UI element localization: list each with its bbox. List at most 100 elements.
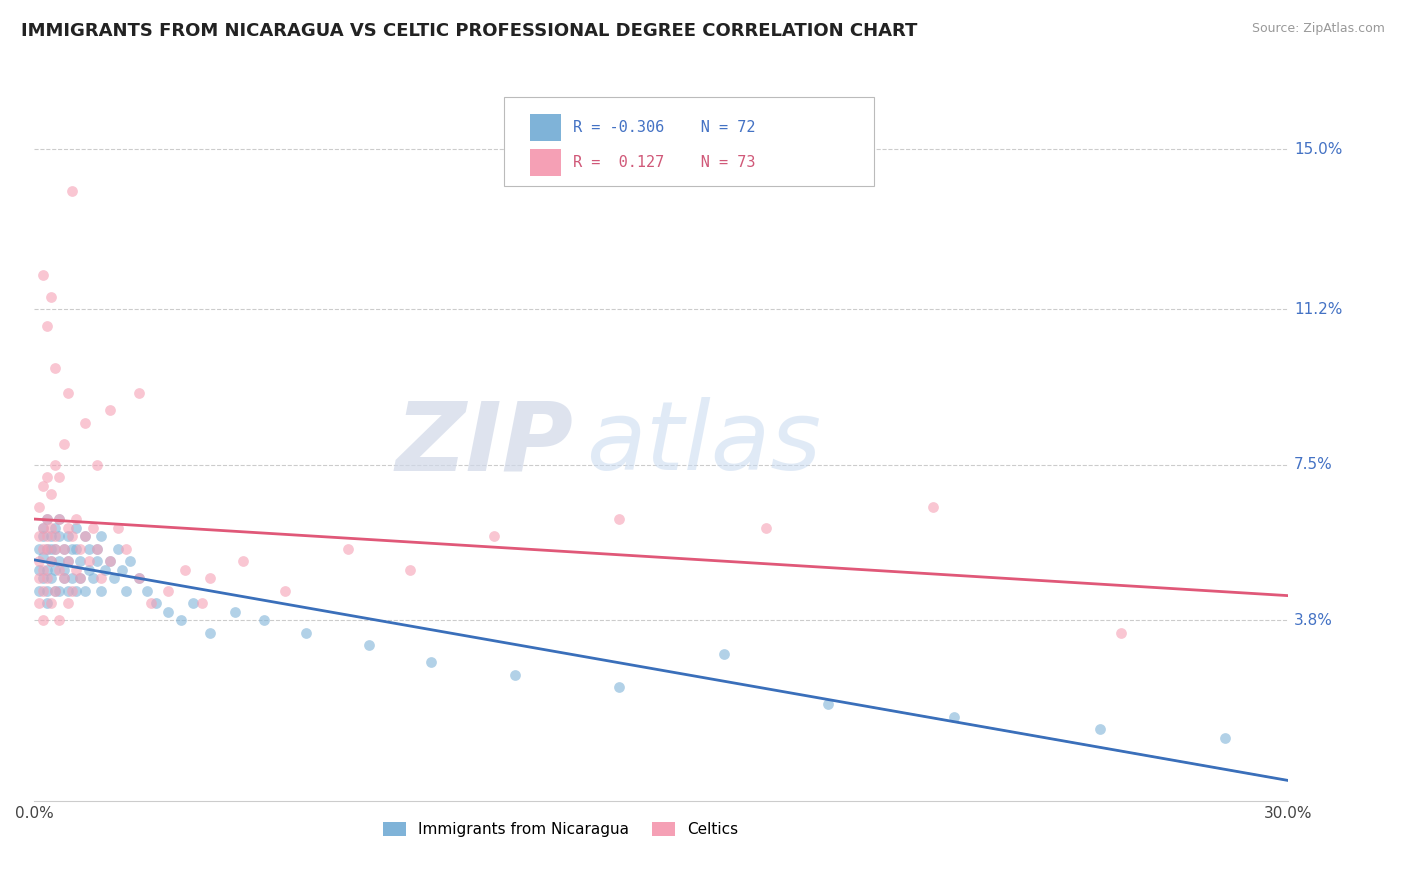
Point bbox=[27, 500, 49, 514]
Point bbox=[35, 541, 58, 556]
Point bbox=[60, 185, 83, 199]
Text: 3.8%: 3.8% bbox=[1295, 613, 1333, 628]
Point bbox=[115, 541, 138, 556]
Point bbox=[295, 625, 318, 640]
Point bbox=[77, 554, 100, 568]
Point bbox=[482, 529, 505, 543]
Point bbox=[713, 647, 735, 661]
Point bbox=[65, 521, 87, 535]
Point bbox=[52, 541, 75, 556]
Point bbox=[48, 583, 70, 598]
Point bbox=[94, 563, 117, 577]
Legend: Immigrants from Nicaragua, Celtics: Immigrants from Nicaragua, Celtics bbox=[377, 816, 745, 843]
Point bbox=[357, 639, 380, 653]
Point bbox=[39, 529, 62, 543]
Point bbox=[274, 583, 297, 598]
Point bbox=[31, 613, 53, 627]
Point bbox=[27, 541, 49, 556]
Point bbox=[31, 521, 53, 535]
Point bbox=[98, 554, 121, 568]
Point bbox=[128, 571, 150, 585]
Point bbox=[86, 554, 108, 568]
Point bbox=[336, 541, 359, 556]
Point bbox=[181, 596, 204, 610]
Point bbox=[1213, 731, 1236, 745]
Point bbox=[86, 541, 108, 556]
Point bbox=[56, 554, 79, 568]
Point bbox=[136, 583, 159, 598]
Point bbox=[755, 521, 778, 535]
Point bbox=[198, 625, 221, 640]
Point bbox=[35, 318, 58, 333]
Point bbox=[198, 571, 221, 585]
Point bbox=[27, 529, 49, 543]
Point bbox=[44, 529, 66, 543]
Point bbox=[60, 571, 83, 585]
Point bbox=[56, 529, 79, 543]
Point bbox=[817, 697, 839, 711]
Point bbox=[86, 541, 108, 556]
Point bbox=[157, 583, 180, 598]
Point bbox=[60, 583, 83, 598]
Point bbox=[31, 478, 53, 492]
Point bbox=[65, 541, 87, 556]
Point bbox=[921, 500, 943, 514]
Point bbox=[82, 571, 104, 585]
Point bbox=[420, 655, 443, 669]
Bar bbox=[530, 114, 561, 141]
Point bbox=[31, 268, 53, 283]
Point bbox=[82, 521, 104, 535]
Point bbox=[48, 512, 70, 526]
Point bbox=[52, 571, 75, 585]
Point bbox=[39, 571, 62, 585]
Point bbox=[60, 529, 83, 543]
Point bbox=[107, 541, 129, 556]
Point bbox=[77, 541, 100, 556]
Point bbox=[35, 470, 58, 484]
Text: 11.2%: 11.2% bbox=[1295, 301, 1343, 317]
Point bbox=[48, 470, 70, 484]
Point bbox=[90, 583, 112, 598]
Text: ZIP: ZIP bbox=[395, 397, 574, 490]
Point bbox=[73, 416, 96, 430]
Point bbox=[31, 521, 53, 535]
Point bbox=[35, 571, 58, 585]
Point bbox=[48, 512, 70, 526]
Point bbox=[27, 596, 49, 610]
Text: Source: ZipAtlas.com: Source: ZipAtlas.com bbox=[1251, 22, 1385, 36]
Point bbox=[169, 613, 191, 627]
Point bbox=[65, 583, 87, 598]
Point bbox=[232, 554, 254, 568]
Point bbox=[35, 583, 58, 598]
Point bbox=[609, 512, 631, 526]
Text: atlas: atlas bbox=[586, 397, 821, 490]
Point bbox=[86, 458, 108, 472]
Point bbox=[52, 571, 75, 585]
Point bbox=[35, 541, 58, 556]
Point bbox=[69, 554, 91, 568]
Point bbox=[128, 571, 150, 585]
Point bbox=[609, 681, 631, 695]
Point bbox=[35, 596, 58, 610]
Point bbox=[98, 403, 121, 417]
Point bbox=[35, 529, 58, 543]
Text: 15.0%: 15.0% bbox=[1295, 142, 1343, 157]
Point bbox=[44, 361, 66, 376]
Point bbox=[157, 605, 180, 619]
Point bbox=[103, 571, 125, 585]
Point bbox=[65, 512, 87, 526]
Point bbox=[39, 596, 62, 610]
Point bbox=[145, 596, 167, 610]
Point bbox=[52, 563, 75, 577]
Point bbox=[1109, 625, 1132, 640]
Point bbox=[52, 436, 75, 450]
Point bbox=[98, 554, 121, 568]
Point bbox=[48, 529, 70, 543]
Point bbox=[31, 563, 53, 577]
Point bbox=[56, 386, 79, 401]
Point bbox=[39, 487, 62, 501]
Point bbox=[56, 554, 79, 568]
Text: IMMIGRANTS FROM NICARAGUA VS CELTIC PROFESSIONAL DEGREE CORRELATION CHART: IMMIGRANTS FROM NICARAGUA VS CELTIC PROF… bbox=[21, 22, 918, 40]
Point bbox=[107, 521, 129, 535]
Point bbox=[73, 529, 96, 543]
